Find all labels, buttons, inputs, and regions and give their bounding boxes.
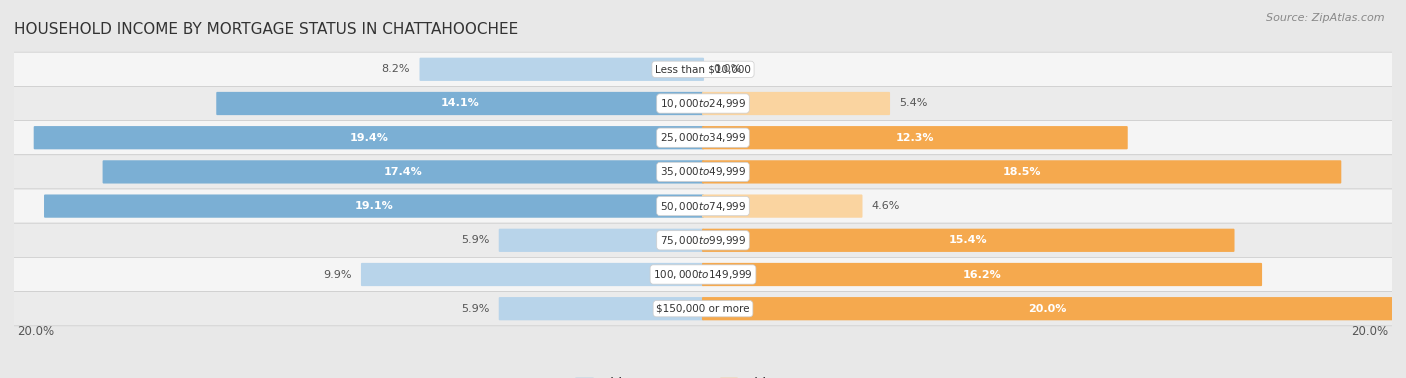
FancyBboxPatch shape <box>499 229 704 252</box>
Text: $25,000 to $34,999: $25,000 to $34,999 <box>659 131 747 144</box>
Text: 20.0%: 20.0% <box>17 325 55 338</box>
FancyBboxPatch shape <box>13 291 1393 326</box>
Text: Source: ZipAtlas.com: Source: ZipAtlas.com <box>1267 13 1385 23</box>
Text: 9.9%: 9.9% <box>323 270 352 279</box>
FancyBboxPatch shape <box>419 58 704 81</box>
Text: 20.0%: 20.0% <box>1028 304 1067 314</box>
Text: 0.0%: 0.0% <box>713 64 741 74</box>
FancyBboxPatch shape <box>13 121 1393 155</box>
Text: 19.4%: 19.4% <box>350 133 388 143</box>
Text: 12.3%: 12.3% <box>896 133 934 143</box>
FancyBboxPatch shape <box>13 52 1393 87</box>
Text: $35,000 to $49,999: $35,000 to $49,999 <box>659 166 747 178</box>
Text: 5.9%: 5.9% <box>461 235 489 245</box>
Text: 4.6%: 4.6% <box>872 201 900 211</box>
FancyBboxPatch shape <box>702 263 1263 286</box>
Text: 8.2%: 8.2% <box>381 64 411 74</box>
FancyBboxPatch shape <box>702 160 1341 184</box>
Text: $100,000 to $149,999: $100,000 to $149,999 <box>654 268 752 281</box>
FancyBboxPatch shape <box>13 223 1393 257</box>
FancyBboxPatch shape <box>13 189 1393 223</box>
FancyBboxPatch shape <box>702 126 1128 149</box>
Text: 5.4%: 5.4% <box>900 99 928 108</box>
Text: $50,000 to $74,999: $50,000 to $74,999 <box>659 200 747 212</box>
Text: 18.5%: 18.5% <box>1002 167 1040 177</box>
Text: 17.4%: 17.4% <box>384 167 423 177</box>
FancyBboxPatch shape <box>34 126 704 149</box>
Text: 20.0%: 20.0% <box>1351 325 1389 338</box>
Text: $150,000 or more: $150,000 or more <box>657 304 749 314</box>
FancyBboxPatch shape <box>702 229 1234 252</box>
FancyBboxPatch shape <box>702 194 862 218</box>
Text: $10,000 to $24,999: $10,000 to $24,999 <box>659 97 747 110</box>
FancyBboxPatch shape <box>217 92 704 115</box>
Text: 16.2%: 16.2% <box>963 270 1001 279</box>
Text: HOUSEHOLD INCOME BY MORTGAGE STATUS IN CHATTAHOOCHEE: HOUSEHOLD INCOME BY MORTGAGE STATUS IN C… <box>14 22 519 37</box>
Text: Less than $10,000: Less than $10,000 <box>655 64 751 74</box>
Text: 15.4%: 15.4% <box>949 235 987 245</box>
Text: 5.9%: 5.9% <box>461 304 489 314</box>
FancyBboxPatch shape <box>702 297 1393 320</box>
FancyBboxPatch shape <box>103 160 704 184</box>
FancyBboxPatch shape <box>13 87 1393 121</box>
Legend: Without Mortgage, With Mortgage: Without Mortgage, With Mortgage <box>575 377 831 378</box>
Text: 19.1%: 19.1% <box>354 201 394 211</box>
FancyBboxPatch shape <box>13 155 1393 189</box>
FancyBboxPatch shape <box>44 194 704 218</box>
FancyBboxPatch shape <box>361 263 704 286</box>
Text: 14.1%: 14.1% <box>440 99 479 108</box>
FancyBboxPatch shape <box>499 297 704 320</box>
Text: $75,000 to $99,999: $75,000 to $99,999 <box>659 234 747 247</box>
FancyBboxPatch shape <box>702 92 890 115</box>
FancyBboxPatch shape <box>13 257 1393 291</box>
